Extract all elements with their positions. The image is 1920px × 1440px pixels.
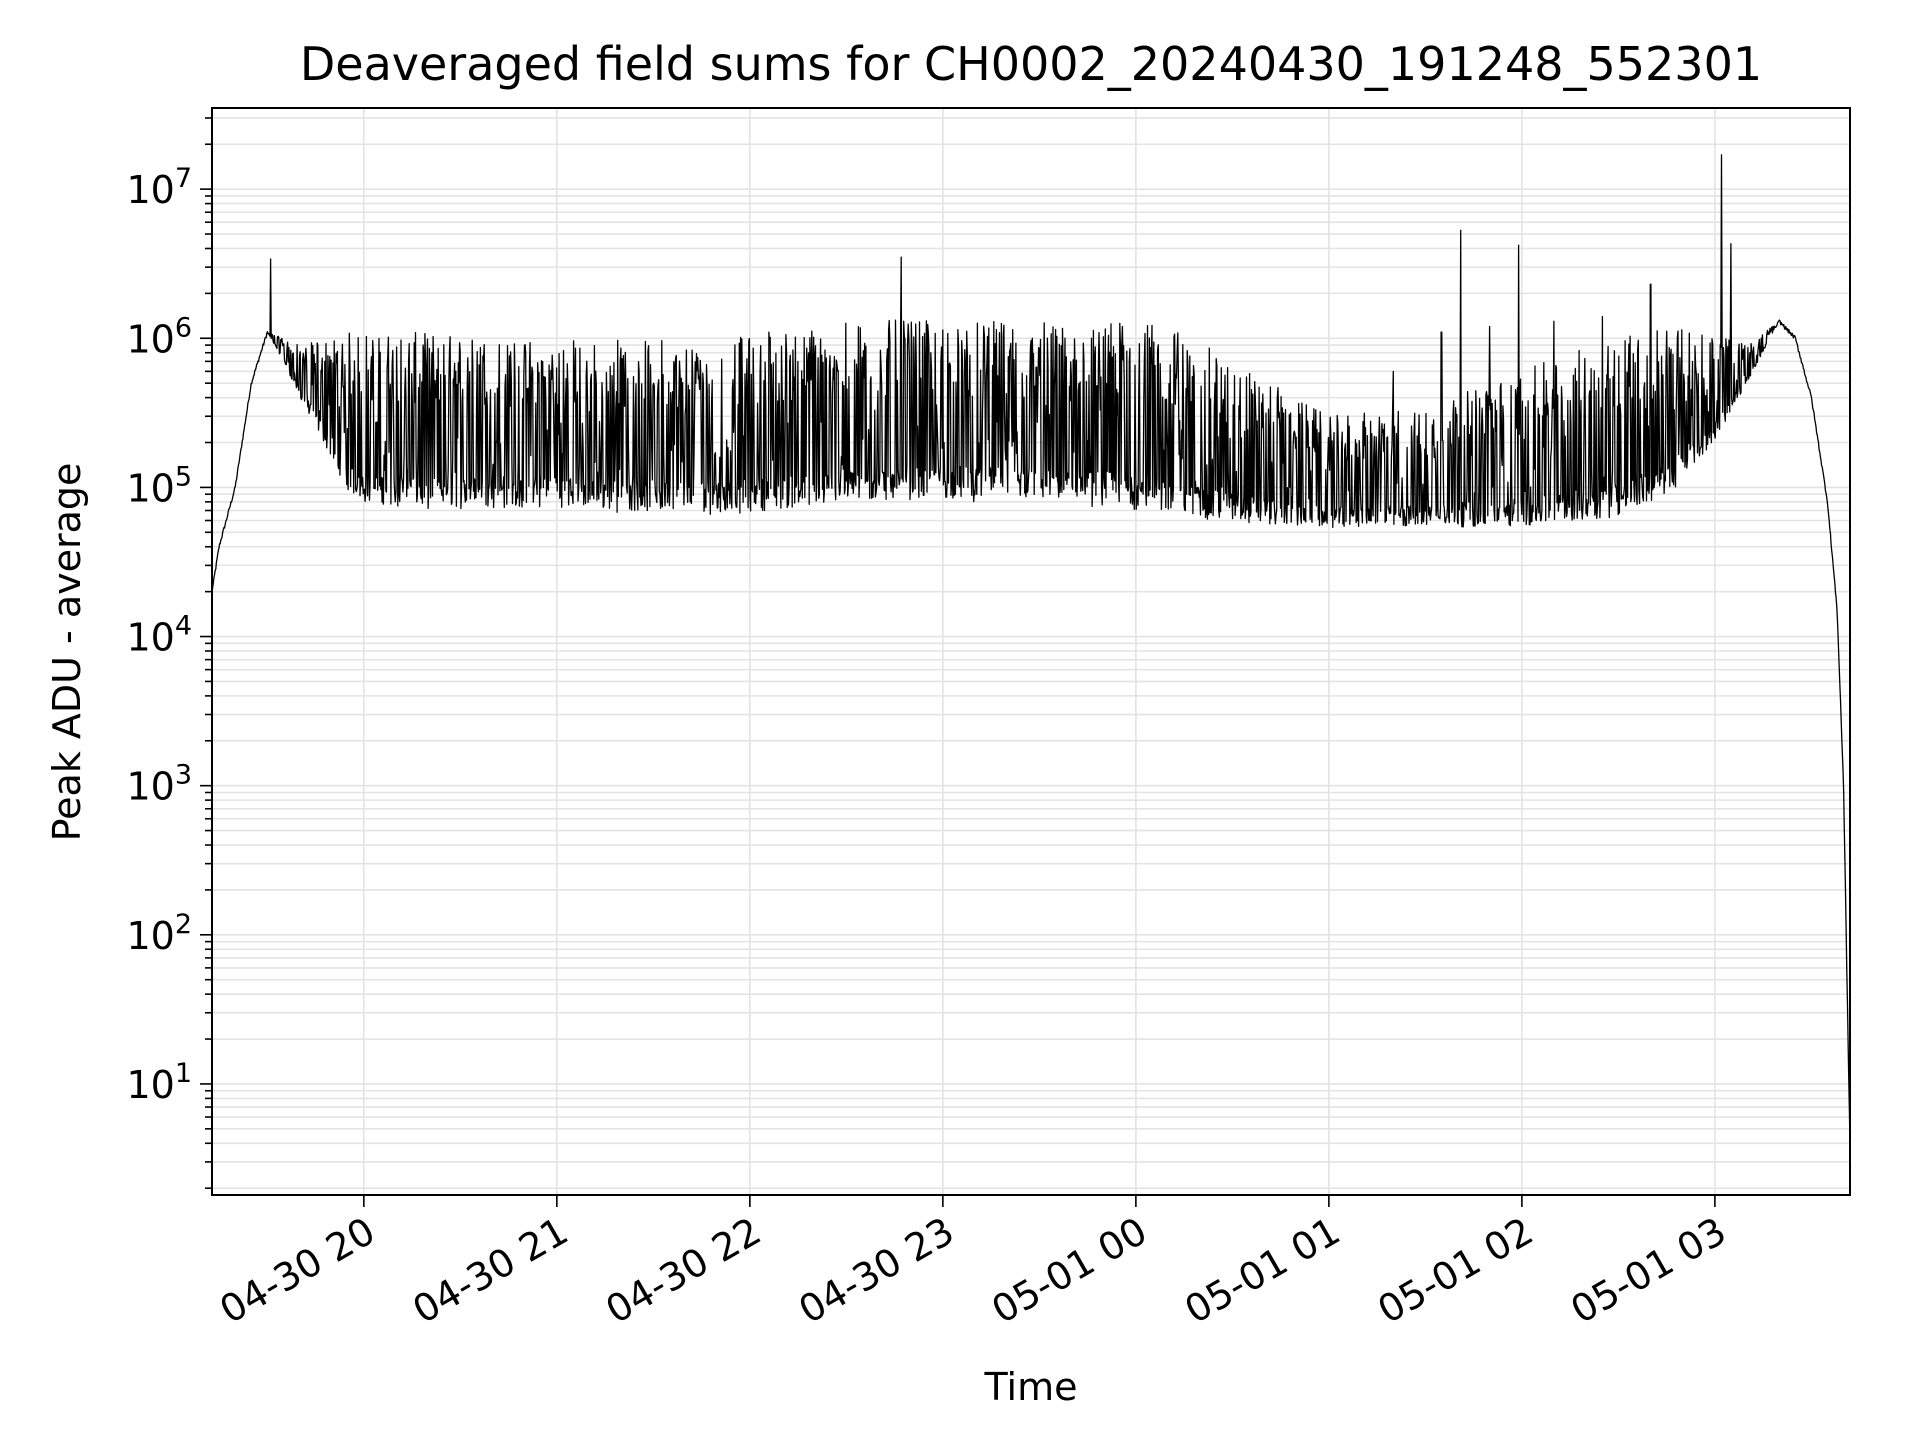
series-line bbox=[212, 154, 1850, 1147]
y-tick-label: 102 bbox=[126, 909, 192, 958]
y-tick-label: 104 bbox=[126, 611, 192, 660]
y-tick-label: 101 bbox=[126, 1058, 192, 1107]
y-tick-label: 107 bbox=[126, 163, 192, 212]
y-tick-label: 106 bbox=[126, 312, 192, 361]
y-axis-label: Peak ADU - average bbox=[45, 463, 89, 842]
y-tick-label: 105 bbox=[126, 461, 192, 510]
y-tick-label: 103 bbox=[126, 760, 192, 809]
x-axis-label: Time bbox=[984, 1365, 1078, 1409]
plot-series bbox=[212, 154, 1850, 1147]
chart-title: Deaveraged field sums for CH0002_2024043… bbox=[300, 37, 1762, 91]
